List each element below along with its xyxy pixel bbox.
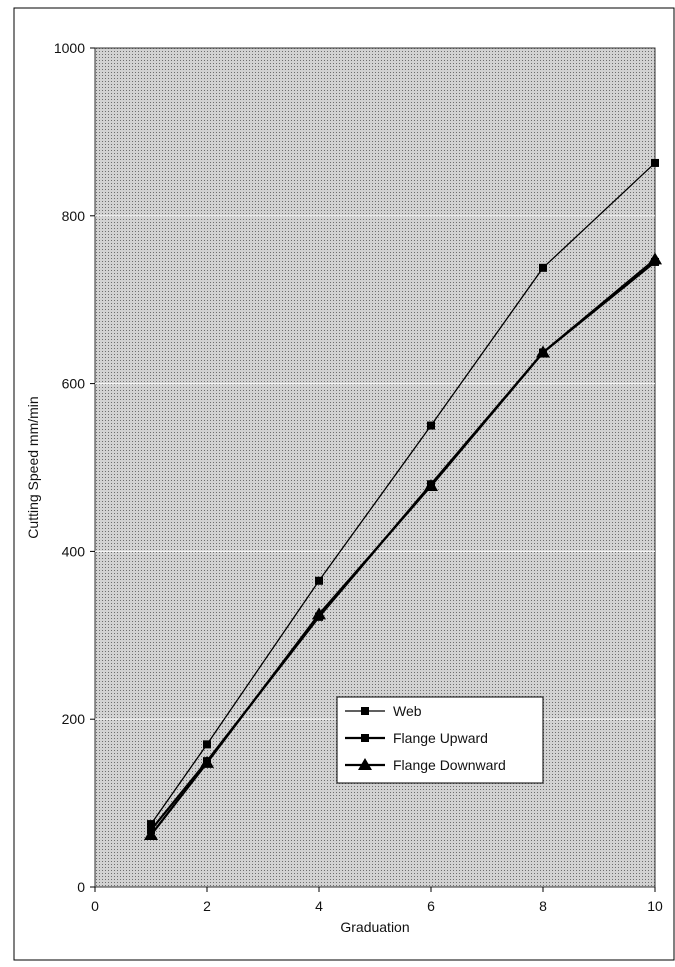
y-tick-label: 200 [62, 711, 86, 727]
x-tick-label: 10 [647, 898, 663, 914]
x-axis-ticks: 0 2 4 6 8 10 [91, 887, 663, 914]
data-point [539, 263, 547, 272]
data-point [424, 478, 438, 491]
data-point [203, 740, 211, 749]
legend-marker [358, 758, 372, 770]
legend-item: Web [345, 703, 422, 719]
data-point [536, 345, 550, 358]
y-tick-label: 600 [62, 376, 86, 392]
legend-label: Web [393, 703, 422, 719]
x-tick-label: 2 [203, 898, 211, 914]
x-tick-label: 0 [91, 898, 99, 914]
data-point [147, 820, 155, 829]
y-axis-ticks: 0 200 400 600 800 1000 [54, 40, 95, 895]
data-point [144, 827, 158, 840]
y-tick-label: 1000 [54, 40, 85, 56]
legend-marker [361, 734, 369, 742]
data-point [427, 421, 435, 430]
legend-label: Flange Upward [393, 730, 488, 746]
data-point [315, 576, 323, 585]
series-2 [144, 252, 662, 840]
x-axis-title: Graduation [340, 919, 409, 935]
data-point [312, 607, 326, 620]
x-tick-label: 6 [427, 898, 435, 914]
y-tick-label: 400 [62, 543, 86, 559]
figure-frame [13, 7, 675, 961]
legend: Web Flange Upward Flange Downward [336, 696, 544, 784]
data-point [651, 158, 659, 167]
y-tick-label: 0 [77, 879, 85, 895]
data-point [200, 755, 214, 768]
data-point [648, 252, 662, 265]
series-layer [144, 158, 662, 840]
series-line [150, 162, 656, 825]
x-tick-label: 8 [539, 898, 547, 914]
series-line [150, 258, 656, 836]
legend-item: Flange Upward [345, 730, 488, 746]
x-tick-label: 4 [315, 898, 323, 914]
y-axis-title: Cutting Speed mm/min [25, 396, 41, 538]
y-tick-label: 800 [62, 208, 86, 224]
legend-label: Flange Downward [393, 757, 506, 773]
legend-item: Flange Downward [345, 757, 506, 773]
legend-marker [361, 707, 369, 715]
series-0 [147, 158, 659, 829]
